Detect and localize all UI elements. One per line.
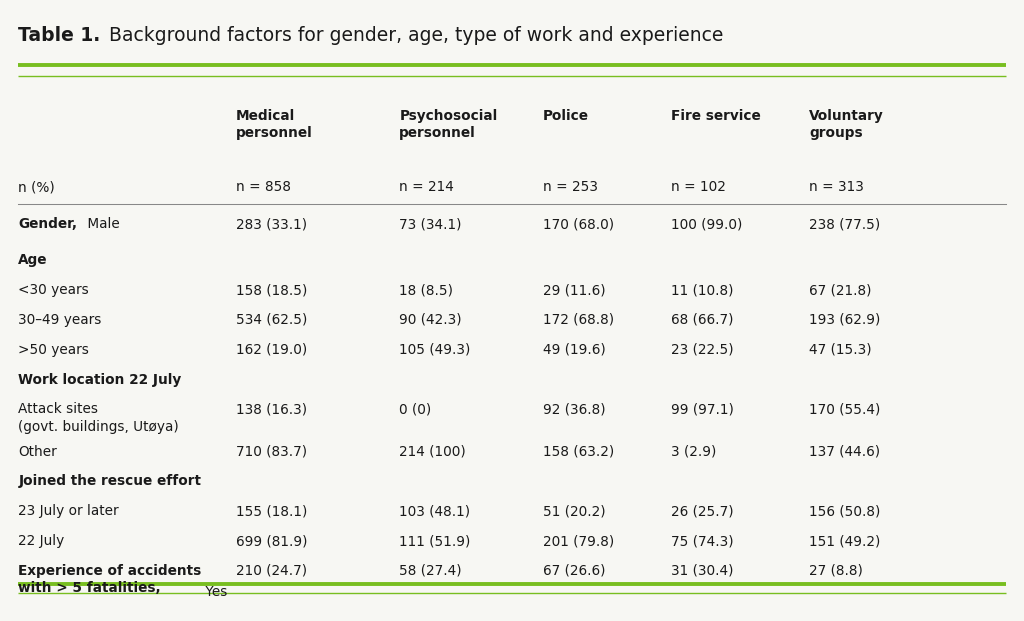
Text: n = 858: n = 858 xyxy=(236,180,291,194)
Text: 3 (2.9): 3 (2.9) xyxy=(671,445,716,459)
Text: 92 (36.8): 92 (36.8) xyxy=(543,402,605,417)
Text: Age: Age xyxy=(18,253,48,268)
Text: 67 (21.8): 67 (21.8) xyxy=(809,283,871,297)
Text: 51 (20.2): 51 (20.2) xyxy=(543,504,605,519)
Text: 47 (15.3): 47 (15.3) xyxy=(809,343,871,357)
Text: Table 1.: Table 1. xyxy=(18,26,100,45)
Text: 90 (42.3): 90 (42.3) xyxy=(399,313,462,327)
Text: 22 July: 22 July xyxy=(18,534,65,548)
Text: 172 (68.8): 172 (68.8) xyxy=(543,313,613,327)
Text: Attack sites
(govt. buildings, Utøya): Attack sites (govt. buildings, Utøya) xyxy=(18,402,179,433)
Text: 0 (0): 0 (0) xyxy=(399,402,431,417)
Text: Fire service: Fire service xyxy=(671,109,761,123)
Text: 111 (51.9): 111 (51.9) xyxy=(399,534,471,548)
Text: 75 (74.3): 75 (74.3) xyxy=(671,534,733,548)
Text: Work location 22 July: Work location 22 July xyxy=(18,373,181,387)
Text: n = 253: n = 253 xyxy=(543,180,598,194)
Text: 30–49 years: 30–49 years xyxy=(18,313,101,327)
Text: n = 313: n = 313 xyxy=(809,180,864,194)
Text: Psychosocial
personnel: Psychosocial personnel xyxy=(399,109,498,140)
Text: Medical
personnel: Medical personnel xyxy=(236,109,312,140)
Text: 710 (83.7): 710 (83.7) xyxy=(236,445,306,459)
Text: 99 (97.1): 99 (97.1) xyxy=(671,402,733,417)
Text: Voluntary
groups: Voluntary groups xyxy=(809,109,884,140)
Text: 151 (49.2): 151 (49.2) xyxy=(809,534,881,548)
Text: 138 (16.3): 138 (16.3) xyxy=(236,402,306,417)
Text: n (%): n (%) xyxy=(18,180,55,194)
Text: Gender,: Gender, xyxy=(18,217,78,232)
Text: 137 (44.6): 137 (44.6) xyxy=(809,445,880,459)
Text: 210 (24.7): 210 (24.7) xyxy=(236,564,306,578)
Text: 23 July or later: 23 July or later xyxy=(18,504,119,519)
Text: 214 (100): 214 (100) xyxy=(399,445,466,459)
Text: 156 (50.8): 156 (50.8) xyxy=(809,504,881,519)
Text: 23 (22.5): 23 (22.5) xyxy=(671,343,733,357)
Text: 155 (18.1): 155 (18.1) xyxy=(236,504,307,519)
Text: 158 (18.5): 158 (18.5) xyxy=(236,283,307,297)
Text: 238 (77.5): 238 (77.5) xyxy=(809,217,881,232)
Text: 158 (63.2): 158 (63.2) xyxy=(543,445,614,459)
Text: Other: Other xyxy=(18,445,57,459)
Text: >50 years: >50 years xyxy=(18,343,89,357)
Text: 162 (19.0): 162 (19.0) xyxy=(236,343,307,357)
Text: 27 (8.8): 27 (8.8) xyxy=(809,564,863,578)
Text: 67 (26.6): 67 (26.6) xyxy=(543,564,605,578)
Text: 18 (8.5): 18 (8.5) xyxy=(399,283,454,297)
Text: 699 (81.9): 699 (81.9) xyxy=(236,534,307,548)
Text: 170 (68.0): 170 (68.0) xyxy=(543,217,613,232)
Text: n = 214: n = 214 xyxy=(399,180,455,194)
Text: 105 (49.3): 105 (49.3) xyxy=(399,343,471,357)
Text: 193 (62.9): 193 (62.9) xyxy=(809,313,881,327)
Text: Police: Police xyxy=(543,109,589,123)
Text: 100 (99.0): 100 (99.0) xyxy=(671,217,742,232)
Text: n = 102: n = 102 xyxy=(671,180,726,194)
Text: <30 years: <30 years xyxy=(18,283,89,297)
Text: 103 (48.1): 103 (48.1) xyxy=(399,504,470,519)
Text: 29 (11.6): 29 (11.6) xyxy=(543,283,605,297)
Text: Experience of accidents
with > 5 fatalities,: Experience of accidents with > 5 fatalit… xyxy=(18,564,202,595)
Text: 68 (66.7): 68 (66.7) xyxy=(671,313,733,327)
Text: 201 (79.8): 201 (79.8) xyxy=(543,534,614,548)
Text: 26 (25.7): 26 (25.7) xyxy=(671,504,733,519)
Text: Yes: Yes xyxy=(201,585,227,599)
Text: 11 (10.8): 11 (10.8) xyxy=(671,283,733,297)
Text: 534 (62.5): 534 (62.5) xyxy=(236,313,307,327)
Text: 31 (30.4): 31 (30.4) xyxy=(671,564,733,578)
Text: Joined the rescue effort: Joined the rescue effort xyxy=(18,474,202,489)
Text: 58 (27.4): 58 (27.4) xyxy=(399,564,462,578)
Text: 170 (55.4): 170 (55.4) xyxy=(809,402,881,417)
Text: 49 (19.6): 49 (19.6) xyxy=(543,343,605,357)
Text: Background factors for gender, age, type of work and experience: Background factors for gender, age, type… xyxy=(103,26,724,45)
Text: 283 (33.1): 283 (33.1) xyxy=(236,217,306,232)
Text: Male: Male xyxy=(83,217,120,232)
Text: 73 (34.1): 73 (34.1) xyxy=(399,217,462,232)
